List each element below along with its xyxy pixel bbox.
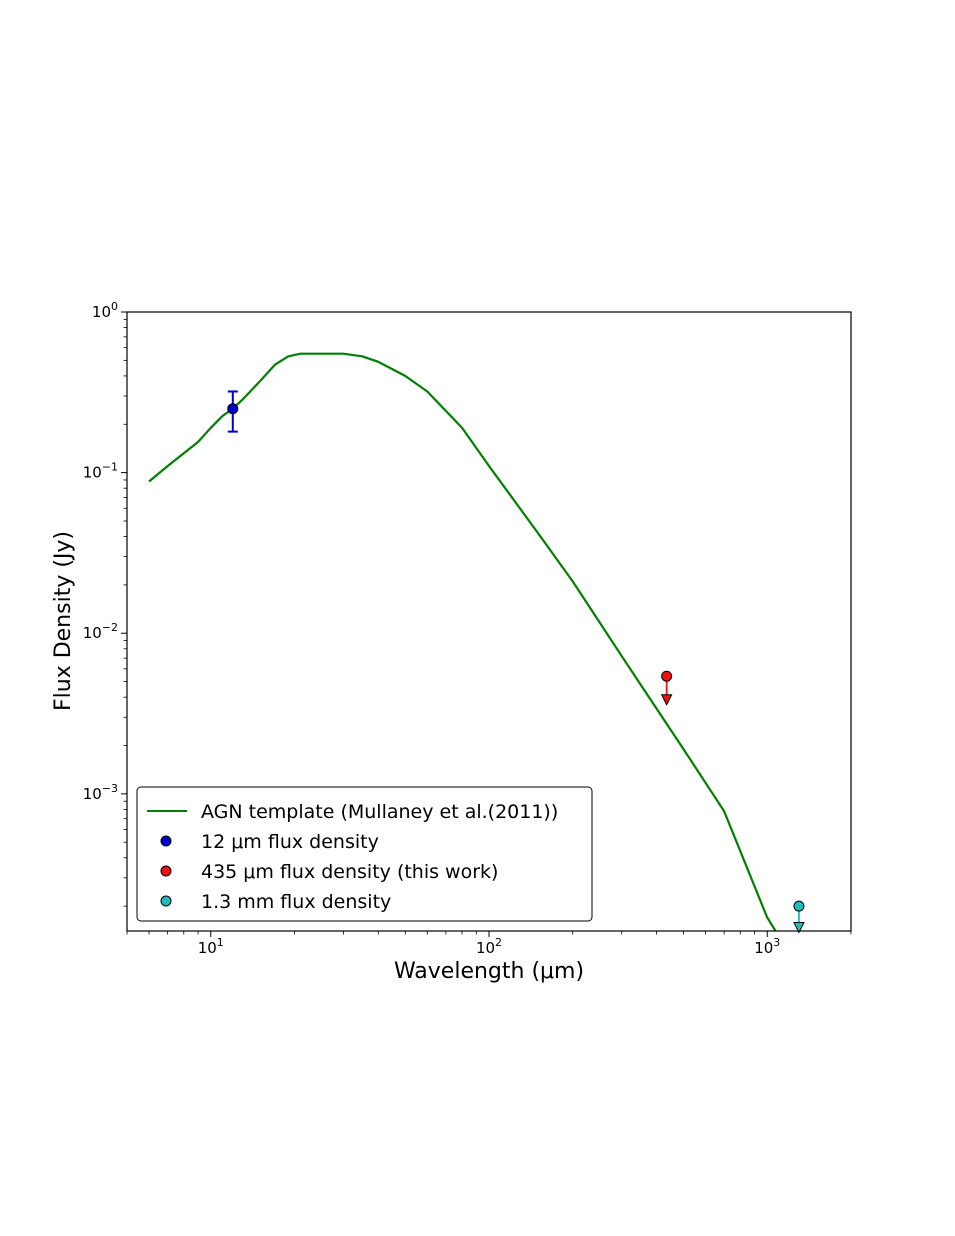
legend-marker-435um <box>160 865 172 877</box>
agn-template-line <box>148 352 777 931</box>
legend-label-12um: 12 μm flux density <box>201 831 379 853</box>
legend: AGN template (Mullaney et al.(2011)) 12 … <box>136 786 593 922</box>
legend-label-435um: 435 μm flux density (this work) <box>201 861 498 883</box>
legend-box <box>136 786 593 922</box>
x-tick-label: 102 <box>476 936 502 957</box>
data-point-12um <box>227 403 239 415</box>
y-tick-label: 100 <box>92 300 118 321</box>
y-axis-label: Flux Density (Jy) <box>51 531 76 711</box>
data-point-1p3mm <box>793 900 805 912</box>
upper-limit-arrow-1p3mm <box>793 922 805 934</box>
x-axis-label: Wavelength (μm) <box>394 959 584 984</box>
plot-clipped-group <box>148 352 777 931</box>
legend-marker-12um <box>160 835 172 847</box>
x-tick-label: 101 <box>198 936 224 957</box>
legend-label-agn: AGN template (Mullaney et al.(2011)) <box>201 801 558 823</box>
axis-ticks: 101 102 103 100 10−1 10−2 10−3 <box>83 300 852 957</box>
y-tick-label: 10−2 <box>83 621 118 642</box>
legend-label-1p3mm: 1.3 mm flux density <box>201 891 391 913</box>
legend-marker-1p3mm <box>160 895 172 907</box>
plot-content <box>148 352 805 934</box>
y-tick-label: 10−1 <box>83 461 118 482</box>
data-point-435um <box>661 670 673 682</box>
x-tick-label: 103 <box>754 936 780 957</box>
y-tick-label: 10−3 <box>83 782 118 803</box>
upper-limit-arrow-435um <box>660 694 673 706</box>
